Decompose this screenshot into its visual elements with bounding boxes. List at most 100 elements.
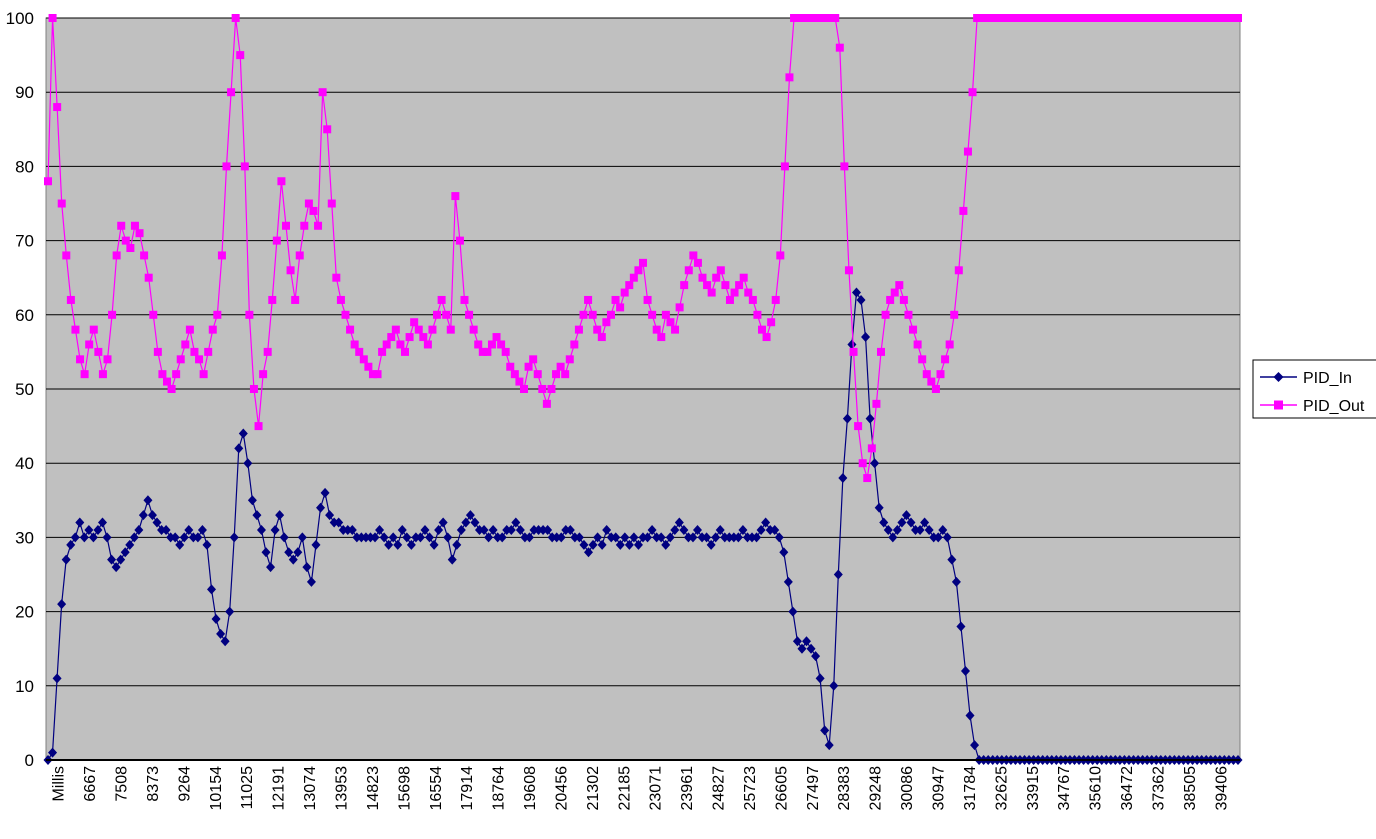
x-tick-label: 10154: [208, 766, 225, 811]
data-point: [375, 524, 385, 535]
x-tick-label: 12191: [271, 766, 288, 811]
data-point: [487, 340, 496, 349]
data-point: [815, 673, 825, 684]
data-point: [863, 474, 872, 483]
x-tick-label: 14823: [365, 766, 382, 811]
y-tick-label: 10: [15, 677, 34, 696]
data-point: [715, 524, 725, 535]
data-point: [479, 524, 489, 535]
data-point: [1197, 14, 1206, 22]
data-point: [588, 310, 597, 319]
data-point: [656, 532, 666, 543]
data-point: [942, 532, 952, 543]
data-point: [158, 370, 167, 379]
data-point: [1183, 14, 1192, 22]
data-point: [318, 88, 327, 97]
x-tick-label: 13953: [334, 766, 351, 811]
data-point: [382, 340, 391, 349]
data-point: [329, 517, 339, 528]
data-point: [245, 310, 254, 319]
data-point: [1041, 14, 1050, 22]
data-point: [817, 14, 826, 22]
x-axis-tick-labels: Millis 6667 7508 8373 9264 10154 11025 12191 130…: [51, 766, 1231, 811]
data-point: [325, 510, 335, 521]
data-point: [931, 385, 940, 393]
data-point: [211, 614, 221, 625]
data-point: [193, 532, 203, 543]
data-point: [693, 524, 703, 535]
data-point: [1092, 14, 1101, 22]
data-point: [208, 325, 217, 334]
data-point: [996, 14, 1004, 22]
data-point: [247, 495, 257, 506]
data-point: [963, 147, 972, 156]
data-point: [1215, 14, 1224, 22]
y-tick-label: 40: [15, 454, 34, 473]
data-point: [840, 162, 849, 171]
data-point: [620, 288, 629, 297]
data-point: [428, 325, 437, 334]
data-point: [103, 355, 112, 364]
data-point: [951, 576, 961, 587]
data-point: [370, 532, 380, 543]
x-tick-label: 19608: [522, 766, 539, 811]
data-point: [121, 236, 130, 245]
y-tick-label: 30: [15, 528, 34, 547]
data-point: [927, 377, 936, 386]
data-point: [797, 643, 807, 654]
data-point: [167, 385, 176, 393]
data-point: [511, 517, 521, 528]
data-point: [780, 162, 789, 171]
data-point: [888, 532, 898, 543]
data-point: [451, 192, 460, 201]
data-point: [856, 294, 866, 305]
data-point: [779, 547, 789, 558]
data-point: [488, 524, 498, 535]
data-point: [574, 325, 583, 334]
data-point: [279, 532, 289, 543]
data-point: [437, 295, 446, 304]
data-point: [890, 288, 899, 297]
x-tick-label: 33915: [1025, 766, 1042, 811]
data-point: [98, 517, 108, 528]
data-point: [960, 665, 970, 676]
data-point: [865, 413, 875, 424]
series-pid-out: [44, 14, 1242, 483]
data-point: [88, 532, 98, 543]
data-point: [675, 303, 684, 312]
data-point: [1082, 14, 1091, 22]
data-point: [130, 221, 139, 230]
y-tick-label: 0: [25, 751, 34, 770]
x-tick-label: 18764: [491, 766, 508, 811]
data-point: [733, 532, 743, 543]
data-point: [452, 539, 462, 550]
data-point: [776, 251, 785, 260]
data-point: [506, 362, 515, 371]
data-point: [689, 251, 698, 260]
data-point: [443, 532, 453, 543]
data-point: [831, 14, 840, 22]
data-point: [406, 539, 416, 550]
data-point: [565, 355, 574, 364]
data-point: [712, 273, 721, 282]
data-point: [79, 532, 89, 543]
data-point: [469, 325, 478, 334]
data-point: [879, 517, 889, 528]
data-point: [379, 532, 389, 543]
x-tick-label: 30086: [899, 766, 916, 811]
data-point: [346, 325, 355, 334]
data-point: [1032, 14, 1041, 22]
data-point: [378, 347, 387, 356]
data-point: [302, 562, 312, 573]
data-point: [411, 532, 421, 543]
data-point: [861, 332, 871, 343]
data-point: [991, 14, 1000, 22]
data-point: [217, 251, 226, 260]
data-point: [643, 532, 653, 543]
data-point: [665, 532, 675, 543]
data-point: [461, 517, 471, 528]
data-point: [982, 14, 991, 22]
data-point: [355, 347, 364, 356]
data-point: [263, 347, 272, 356]
data-point: [112, 251, 121, 260]
